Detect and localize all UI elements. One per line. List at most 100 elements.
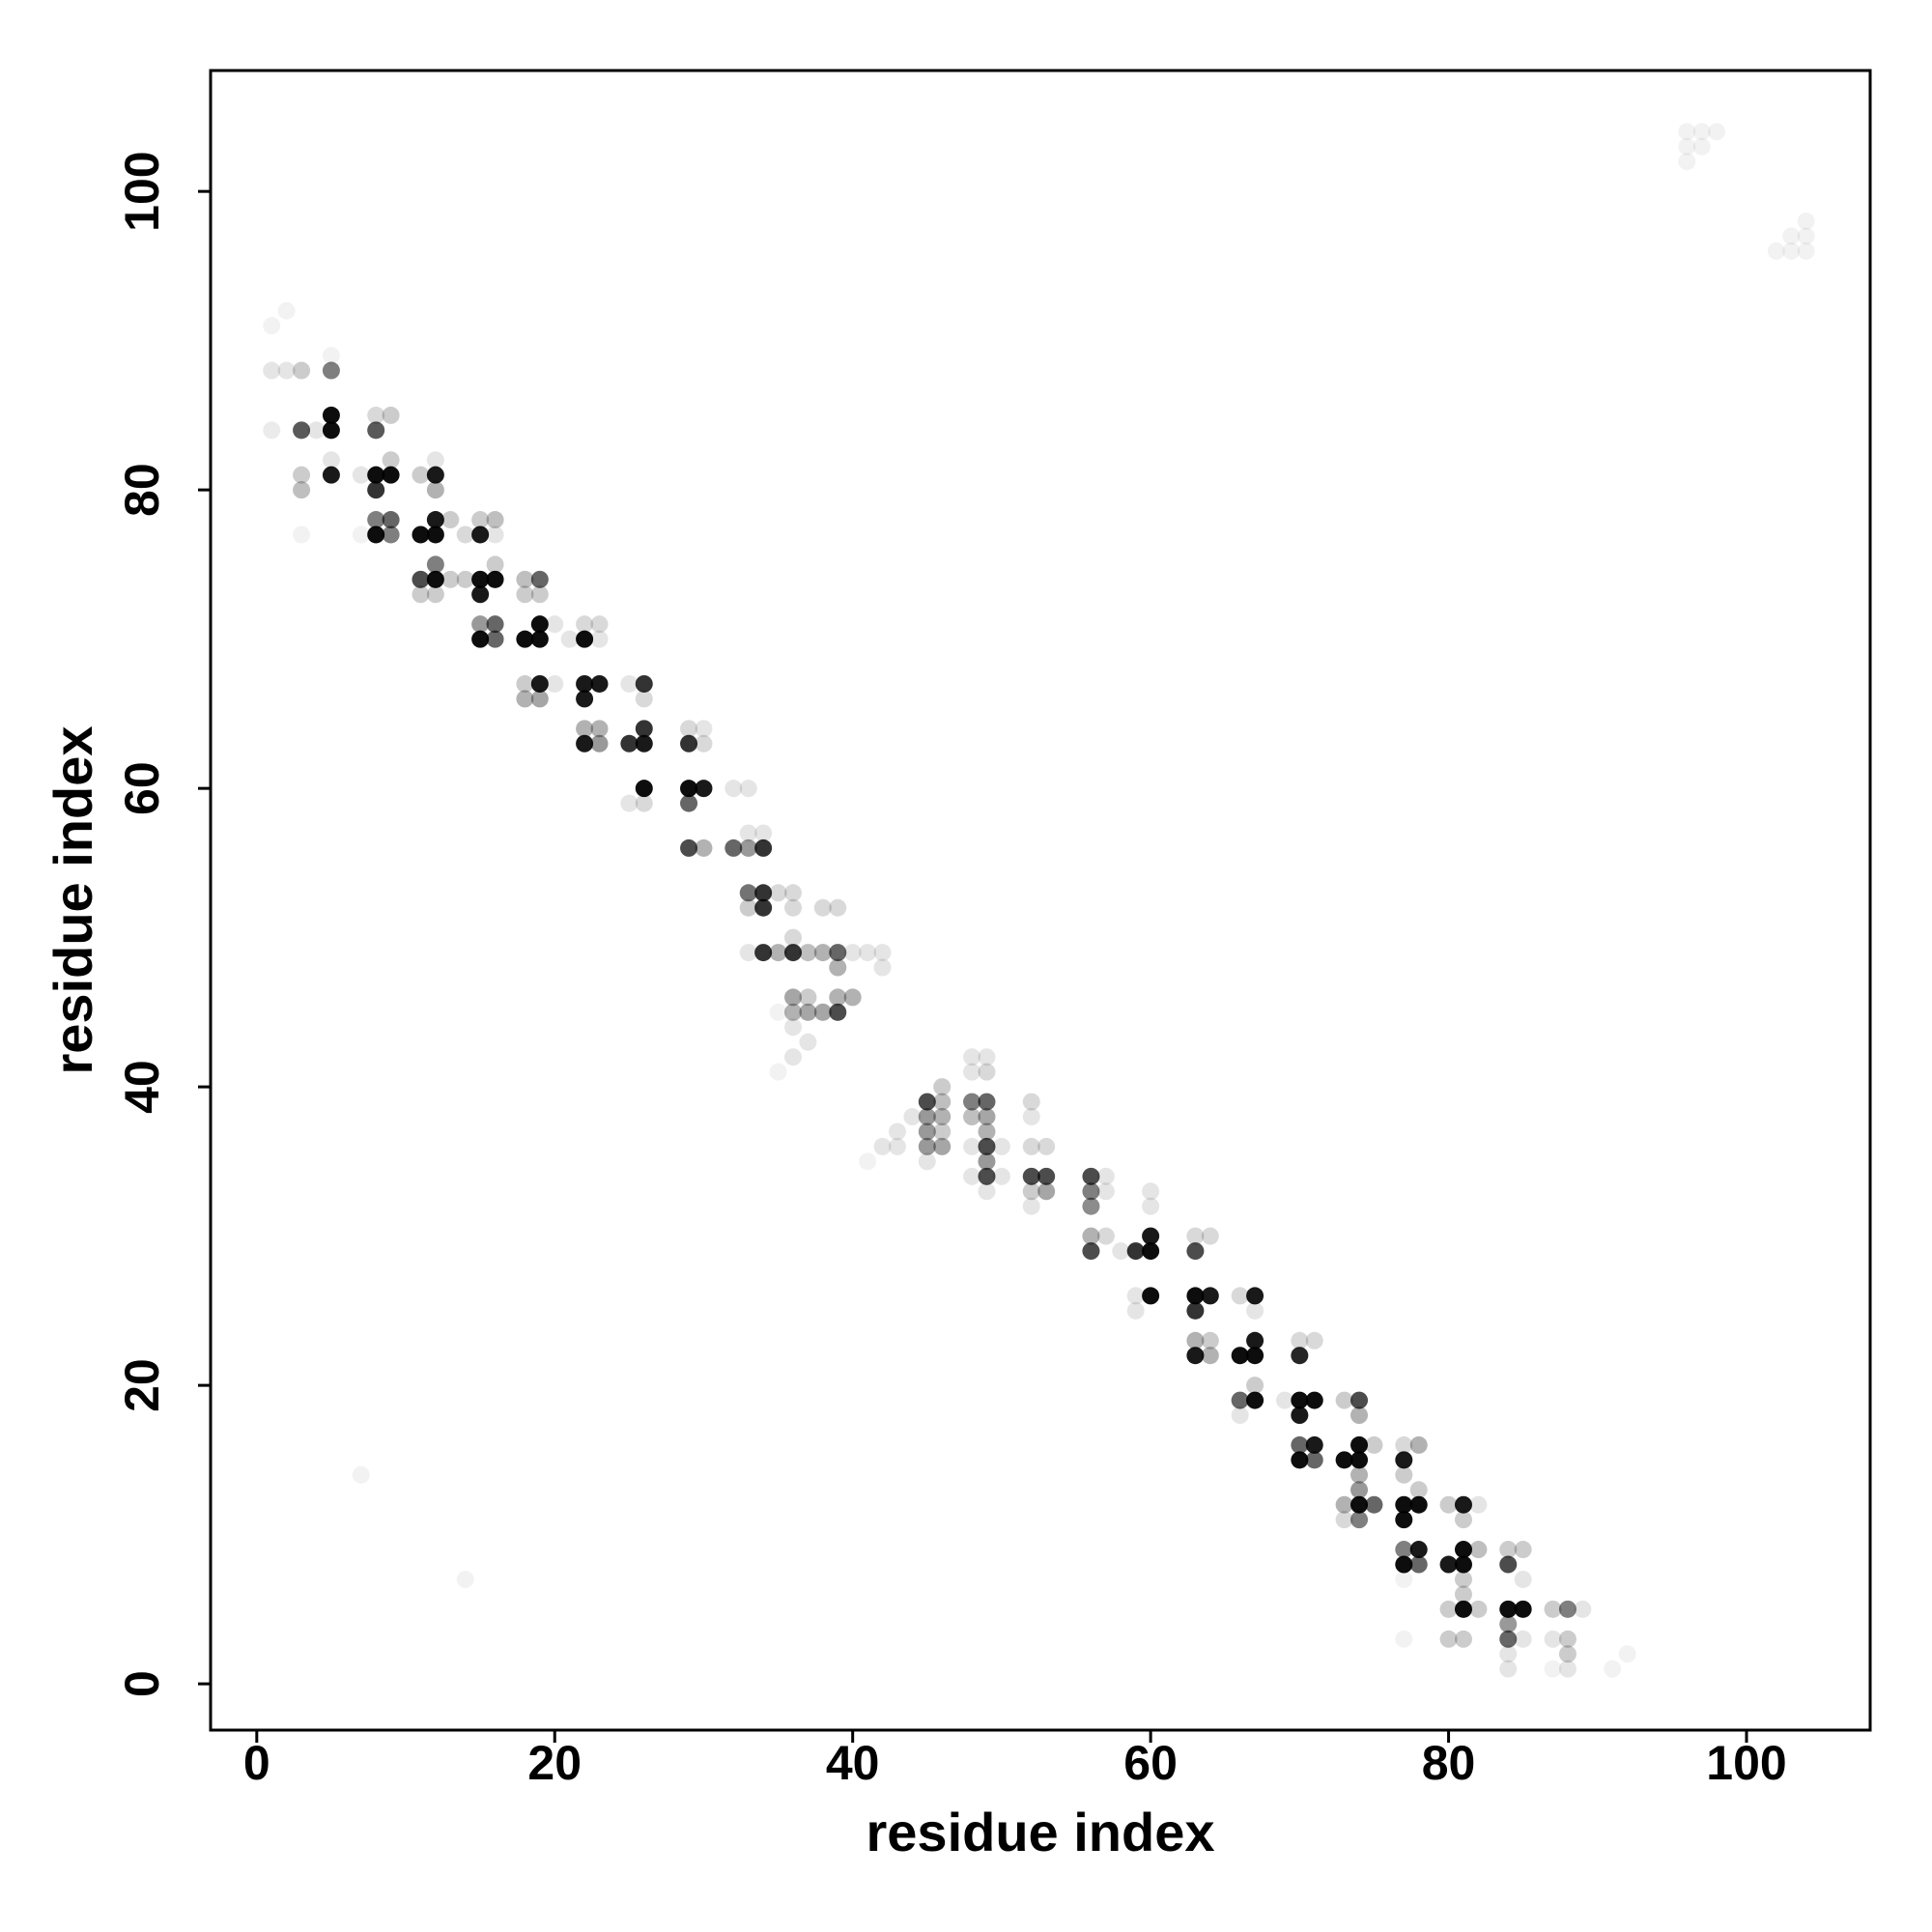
contact-point: [590, 630, 609, 648]
contact-point: [1291, 1331, 1309, 1350]
contact-point: [813, 1003, 832, 1021]
contact-point: [590, 674, 609, 693]
contact-point: [1186, 1227, 1205, 1245]
contact-point: [1335, 1495, 1353, 1514]
contact-point: [546, 615, 564, 634]
contact-point: [1275, 1391, 1293, 1409]
contact-point: [1618, 1645, 1636, 1663]
contact-point: [1186, 1242, 1205, 1261]
contact-point: [426, 466, 444, 484]
contact-point: [1142, 1182, 1160, 1201]
contact-point: [367, 466, 385, 484]
contact-point: [992, 1137, 1010, 1155]
contact-point: [799, 1003, 817, 1021]
contact-point: [1246, 1391, 1264, 1409]
contact-point: [620, 794, 639, 812]
contact-point: [530, 570, 549, 588]
contact-point: [486, 511, 504, 529]
contact-point: [322, 406, 340, 424]
contact-point: [1142, 1197, 1160, 1215]
contact-point: [695, 734, 713, 753]
contact-point: [1499, 1660, 1518, 1678]
contact-point: [799, 988, 817, 1007]
contact-point: [933, 1108, 952, 1126]
contact-point: [382, 466, 400, 484]
contact-point: [739, 780, 757, 798]
contact-point: [739, 898, 757, 917]
contact-point: [1395, 1435, 1413, 1454]
contact-point: [530, 630, 549, 648]
contact-point: [1782, 227, 1801, 245]
contact-point: [1797, 242, 1815, 260]
contact-point: [620, 674, 639, 693]
contact-point: [680, 838, 698, 857]
contact-point: [829, 944, 847, 962]
contact-point: [1574, 1600, 1592, 1618]
contact-point: [412, 585, 430, 604]
contact-point: [783, 1018, 802, 1037]
contact-point: [1499, 1555, 1518, 1574]
contact-point: [680, 734, 698, 753]
contact-point: [680, 794, 698, 812]
contact-point: [799, 1033, 817, 1051]
contact-point: [1126, 1287, 1145, 1305]
contact-point: [1499, 1541, 1518, 1559]
contact-point: [1186, 1347, 1205, 1365]
contact-point: [1305, 1331, 1323, 1350]
contact-point: [918, 1122, 936, 1141]
contact-point: [783, 884, 802, 902]
contact-point: [576, 690, 594, 708]
contact-point: [1201, 1331, 1219, 1350]
contact-point: [277, 361, 296, 380]
contact-point: [1365, 1495, 1383, 1514]
contact-point: [382, 406, 400, 424]
contact-point: [441, 511, 460, 529]
x-tick-label: 80: [1422, 1736, 1476, 1790]
contact-point: [456, 570, 474, 588]
contact-point: [1395, 1451, 1413, 1469]
contact-point: [1082, 1167, 1100, 1185]
contact-point: [1409, 1555, 1428, 1574]
contact-point: [635, 690, 653, 708]
contact-point: [1395, 1465, 1413, 1484]
contact-point: [635, 674, 653, 693]
contact-point: [1469, 1495, 1488, 1514]
contact-point: [352, 526, 370, 544]
contact-point: [1454, 1555, 1472, 1574]
contact-point: [1395, 1570, 1413, 1588]
contact-point: [412, 570, 430, 588]
contact-point: [680, 720, 698, 738]
contact-point: [530, 674, 549, 693]
contact-point: [978, 1122, 996, 1141]
contact-point: [382, 511, 400, 529]
contact-point: [1305, 1435, 1323, 1454]
contact-point: [1350, 1481, 1369, 1499]
contact-point: [829, 958, 847, 977]
contact-point: [739, 944, 757, 962]
contact-point: [963, 1093, 981, 1111]
contact-point: [1305, 1391, 1323, 1409]
contact-point: [426, 481, 444, 499]
contact-point: [352, 1465, 370, 1484]
contact-point: [1186, 1287, 1205, 1305]
contact-point: [978, 1108, 996, 1126]
contact-point: [322, 466, 340, 484]
contact-point: [1082, 1242, 1100, 1261]
contact-point: [1231, 1391, 1249, 1409]
y-tick-label: 60: [115, 761, 169, 815]
contact-point: [1365, 1435, 1383, 1454]
contact-point: [963, 1048, 981, 1066]
contact-point: [783, 898, 802, 917]
contact-point: [1469, 1541, 1488, 1559]
contact-point: [471, 630, 490, 648]
contact-point: [1469, 1600, 1488, 1618]
contact-point: [382, 526, 400, 544]
contact-point: [1395, 1555, 1413, 1574]
contact-point: [1544, 1600, 1562, 1618]
contact-point: [293, 361, 311, 380]
contact-point: [829, 1003, 847, 1021]
plot-frame: [209, 69, 1872, 1732]
contact-point: [888, 1137, 906, 1155]
contact-point: [1350, 1406, 1369, 1425]
contact-point: [1096, 1227, 1115, 1245]
